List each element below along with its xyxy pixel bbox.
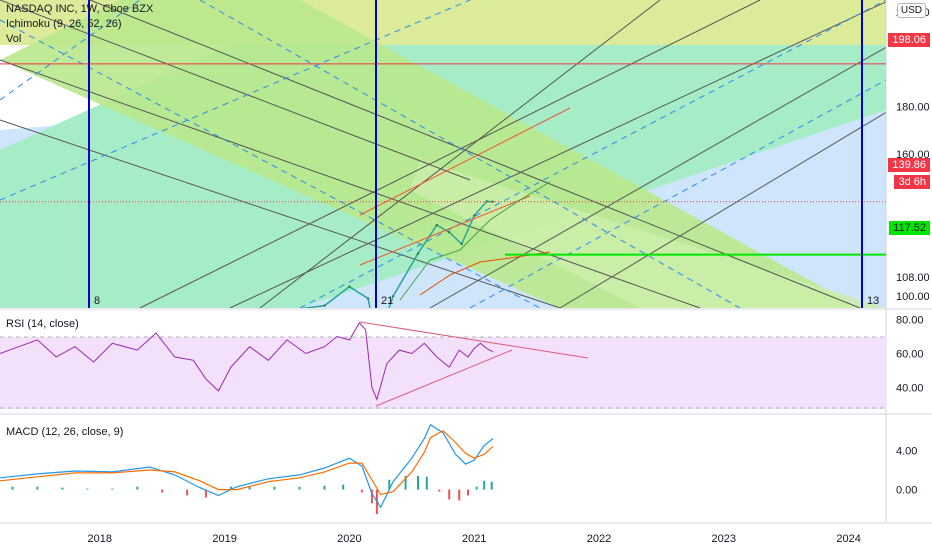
rsi-line [0, 322, 494, 401]
macd-histogram-bar [323, 485, 326, 490]
rsi-axis-tick: 40.00 [896, 383, 924, 395]
macd-histogram-bar [161, 489, 164, 493]
price-channel-lower [359, 195, 531, 266]
price-point [199, 323, 201, 325]
macd-histogram-bar [36, 486, 39, 490]
macd-signal-line [0, 429, 494, 496]
macd-axis-tick: 0.00 [896, 485, 917, 497]
price-point [391, 295, 395, 298]
macd-axis-tick: 4.00 [896, 445, 917, 457]
rsi-pane [0, 321, 886, 409]
price-point [286, 309, 288, 311]
support-price-tag: 117.52 [889, 221, 930, 235]
macd-histogram-bar [490, 481, 493, 490]
fib-zone-green [0, 0, 860, 308]
macd-histogram-bar [475, 486, 478, 490]
time-axis-tick: 2021 [462, 533, 486, 545]
macd-histogram-bar [417, 475, 419, 490]
macd-histogram-bar [298, 486, 301, 490]
macd-histogram-bar [204, 489, 207, 498]
macd-histogram-bar [273, 486, 276, 490]
macd-histogram-bar [61, 487, 64, 490]
time-axis-tick: 2022 [587, 533, 611, 545]
rsi-trendline-lower [375, 349, 513, 407]
macd-histogram-bar [370, 489, 373, 504]
currency-badge[interactable]: USD [896, 3, 926, 18]
price-point [323, 304, 326, 307]
time-axis-tick: 2020 [337, 533, 361, 545]
rsi-trendline-upper [359, 321, 589, 359]
pitchfan-lines [0, 0, 886, 308]
macd-histogram-bar [458, 489, 461, 501]
macd-histogram-bar [483, 480, 486, 490]
rsi-legend[interactable]: RSI (14, close) [6, 318, 79, 330]
price-point [348, 285, 351, 288]
cycle-label-8: 8 [94, 295, 100, 307]
time-axis-tick: 2023 [712, 533, 736, 545]
macd-histogram-bar [86, 488, 89, 490]
macd-histogram-bar [467, 489, 469, 496]
macd-histogram-bar [342, 484, 345, 490]
last-price-tag: 139.86 [888, 158, 930, 172]
macd-histogram-bar [11, 486, 14, 490]
macd-histogram-bar [388, 479, 391, 490]
macd-histogram-bar [111, 488, 114, 490]
price-axis-tick: 108.00 [896, 272, 930, 284]
volume-legend[interactable]: Vol [6, 33, 22, 45]
macd-histogram-bar [360, 489, 363, 493]
cycle-lines [88, 0, 863, 308]
price-point [161, 319, 163, 321]
macd-histogram-bar [404, 475, 407, 490]
time-axis-tick: 2019 [212, 533, 236, 545]
macd-histogram-bar [186, 489, 189, 496]
macd-histogram-bar [425, 476, 428, 490]
macd-histogram-bar [438, 489, 441, 492]
price-point [366, 297, 370, 300]
macd-histogram-bar [136, 486, 139, 490]
ichimoku-kijun [419, 251, 551, 296]
macd-line [0, 423, 494, 509]
macd-histogram-bar [229, 486, 232, 490]
rsi-axis-tick: 60.00 [896, 349, 924, 361]
time-axis-tick: 2018 [88, 533, 112, 545]
ichimoku-span [399, 181, 551, 301]
macd-histogram-bar [248, 486, 251, 490]
symbol-title: NASDAQ INC, 1W, Cboe BZX [6, 3, 154, 15]
ichimoku-legend[interactable]: Ichimoku (9, 26, 52, 26) [6, 18, 122, 30]
price-point [416, 252, 420, 255]
cycle-label-13: 13 [867, 295, 879, 307]
macd-pane [0, 423, 494, 515]
price-channel-upper [359, 107, 571, 216]
price-axis-bg [886, 0, 932, 550]
price-axis-tick: 180.00 [896, 102, 930, 114]
price-axis-tick: 100.00 [896, 291, 930, 303]
price-point [460, 242, 463, 246]
countdown-tag: 3d 6h [894, 175, 930, 189]
price-point [473, 214, 476, 217]
time-axis-tick: 2024 [836, 533, 860, 545]
price-pane [0, 0, 886, 308]
macd-legend[interactable]: MACD (12, 26, close, 9) [6, 426, 124, 438]
cycle-label-21: 21 [381, 295, 393, 307]
price-point [448, 231, 451, 234]
price-point [435, 223, 438, 227]
price-point [124, 328, 126, 330]
resistance-price-tag: 198.06 [888, 33, 930, 47]
macd-histogram-bar [448, 489, 451, 500]
price-point [248, 326, 250, 328]
rsi-axis-tick: 80.00 [896, 315, 924, 327]
